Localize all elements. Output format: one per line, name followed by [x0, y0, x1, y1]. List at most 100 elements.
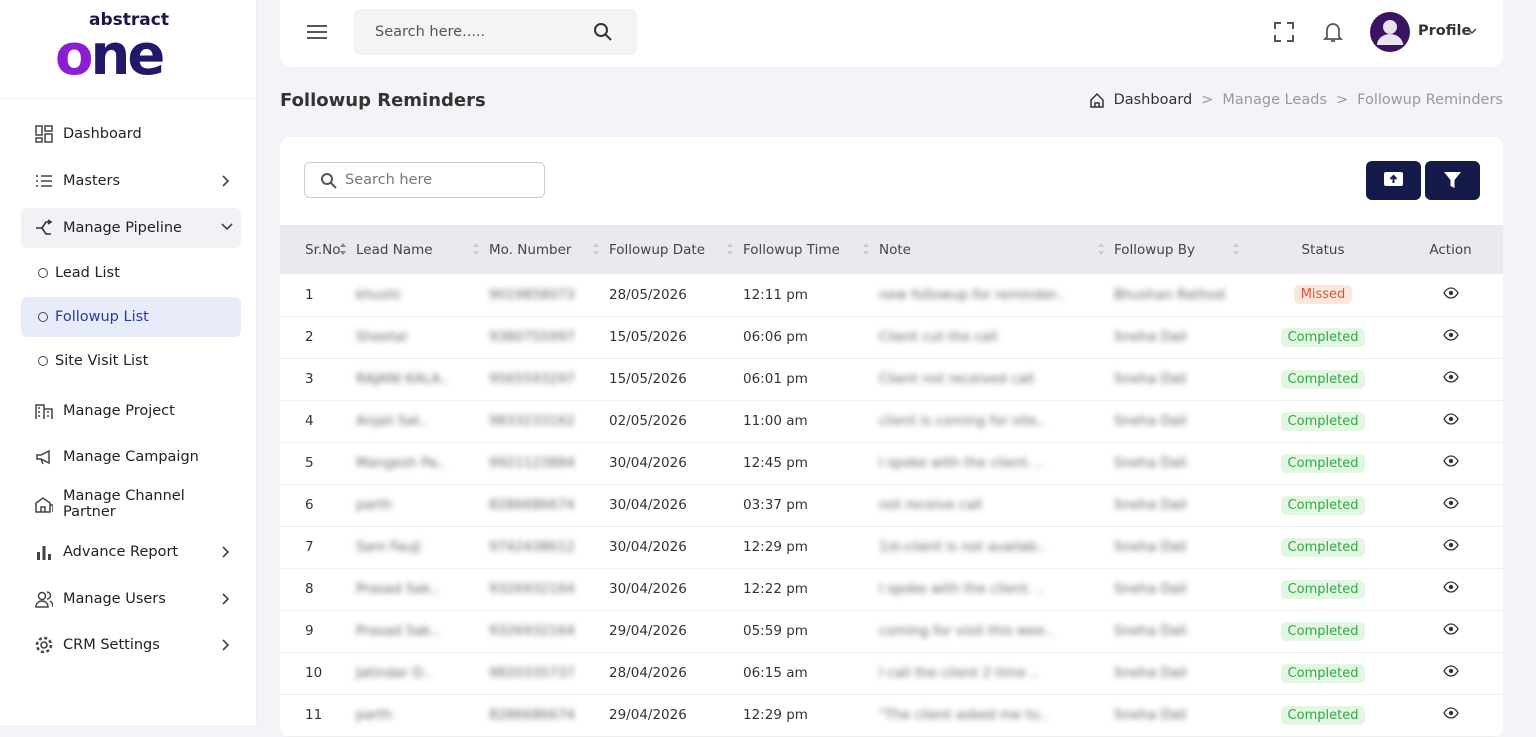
- search-icon: [594, 23, 612, 41]
- view-icon[interactable]: [1442, 665, 1459, 677]
- column-label: Followup Time: [743, 241, 840, 258]
- column-label: Mo. Number: [489, 241, 572, 258]
- nav-item[interactable]: Manage Campaign: [21, 437, 241, 477]
- cell-text: Sheetal: [356, 329, 408, 345]
- nav-icon: [35, 125, 53, 143]
- menu-icon[interactable]: [307, 24, 327, 40]
- cell-text: 9380755997: [489, 329, 575, 345]
- filter-button[interactable]: [1425, 161, 1480, 200]
- bell-icon[interactable]: [1323, 21, 1343, 43]
- nav-subitem[interactable]: Site Visit List: [21, 341, 241, 381]
- table-cell: parth: [355, 484, 488, 527]
- avatar[interactable]: [1370, 12, 1410, 52]
- nav-subitem[interactable]: Lead List: [21, 253, 241, 293]
- breadcrumb-link[interactable]: Dashboard: [1113, 92, 1193, 108]
- table-cell: Sheetal: [355, 316, 488, 359]
- nav-label: Lead List: [55, 265, 120, 281]
- view-icon[interactable]: [1442, 413, 1459, 425]
- nav-label: Manage Project: [63, 403, 175, 419]
- cell-text: Bhushan Rathod: [1114, 286, 1226, 303]
- table-cell: Completed: [1248, 316, 1398, 359]
- sort-icon: [727, 243, 733, 255]
- nav-item[interactable]: Manage Channel Partner: [21, 484, 241, 524]
- table-cell: 1: [280, 274, 355, 317]
- table-cell: 28/04/2026: [608, 652, 742, 695]
- nav-icon: [36, 449, 50, 465]
- nav-item[interactable]: Dashboard: [21, 114, 241, 154]
- sort-icon: [1233, 243, 1239, 255]
- nav-item[interactable]: Masters: [21, 161, 241, 201]
- view-icon[interactable]: [1442, 371, 1459, 383]
- nav-icon: [35, 636, 53, 654]
- nav-label: Site Visit List: [55, 353, 149, 369]
- cell-text: 11:00 am: [743, 413, 808, 429]
- chevron: [222, 546, 230, 558]
- cell-text: 9820335737: [489, 665, 575, 681]
- cell-text: coming for visit this wee..: [879, 623, 1054, 639]
- sort-icon: [1098, 243, 1104, 255]
- table-cell: Sneha Dali: [1113, 316, 1248, 359]
- nav-item[interactable]: CRM Settings: [21, 625, 241, 665]
- table-cell: 30/04/2026: [608, 442, 742, 485]
- table-cell: Client not received call: [878, 358, 1113, 401]
- table-cell: 12:29 pm: [742, 694, 878, 737]
- header-search[interactable]: Search here.....: [354, 9, 637, 55]
- sort-icon: [473, 243, 479, 255]
- column-label: Lead Name: [356, 241, 433, 258]
- table-cell: 4: [280, 400, 355, 443]
- table-cell: 9326932164: [488, 568, 608, 611]
- view-icon[interactable]: [1442, 497, 1459, 509]
- nav-item[interactable]: Manage Project: [21, 391, 241, 431]
- nav-item[interactable]: Manage Pipeline: [21, 208, 241, 248]
- nav-subitem[interactable]: Followup List: [21, 297, 241, 337]
- table-cell: Bhushan Rathod: [1113, 274, 1248, 317]
- cell-text: Sneha Dali: [1114, 371, 1187, 387]
- table-cell: 9833233162: [488, 400, 608, 443]
- status-badge: Completed: [1280, 495, 1366, 515]
- breadcrumb-link[interactable]: Manage Leads: [1222, 92, 1328, 108]
- table-cell: I spoke with the client. ..: [878, 568, 1113, 611]
- profile-label[interactable]: Profile: [1418, 23, 1472, 39]
- view-icon[interactable]: [1442, 455, 1459, 467]
- nav-item[interactable]: Manage Users: [21, 579, 241, 619]
- nav-icon: [35, 404, 53, 419]
- table-cell: RAJANI KALA..: [355, 358, 488, 401]
- view-icon[interactable]: [1442, 707, 1459, 719]
- export-button[interactable]: [1366, 161, 1421, 200]
- table-cell: Sneha Dali: [1113, 526, 1248, 569]
- table-cell: 15/05/2026: [608, 358, 742, 401]
- table-cell: Prasad Sak..: [355, 568, 488, 611]
- fullscreen-icon[interactable]: [1274, 22, 1294, 42]
- cell-text: 12:22 pm: [743, 581, 808, 597]
- table-cell: I call the client 2 time ..: [878, 652, 1113, 695]
- column-label: Followup By: [1114, 241, 1196, 258]
- table-cell: Missed: [1248, 274, 1398, 317]
- chevron: [222, 593, 230, 605]
- table-cell: 10: [280, 652, 355, 695]
- column-label: Followup Date: [609, 241, 706, 258]
- cell-text: 7: [305, 539, 314, 555]
- table-cell: 9565593297: [488, 358, 608, 401]
- table-cell: Sneha Dali: [1113, 652, 1248, 695]
- nav-label: Masters: [63, 173, 121, 189]
- view-icon[interactable]: [1442, 539, 1459, 551]
- table-cell: 30/04/2026: [608, 526, 742, 569]
- view-icon[interactable]: [1442, 581, 1459, 593]
- cell-text: 1: [305, 286, 314, 303]
- nav-item[interactable]: Advance Report: [21, 532, 241, 572]
- cell-text: Client cut the call: [879, 329, 998, 345]
- table-cell: 9921123884: [488, 442, 608, 485]
- cell-text: 5: [305, 455, 314, 471]
- view-icon[interactable]: [1442, 287, 1459, 299]
- table-search[interactable]: Search here: [304, 162, 545, 198]
- breadcrumb-current: Followup Reminders: [1357, 92, 1503, 108]
- table-cell: 29/04/2026: [608, 610, 742, 653]
- table-cell: client is coming for site..: [878, 400, 1113, 443]
- cell-text: 2: [305, 329, 314, 345]
- view-icon[interactable]: [1442, 623, 1459, 635]
- sort-icon: [593, 243, 599, 255]
- cell-text: 15/05/2026: [609, 329, 687, 345]
- column-header: Followup Date: [608, 225, 742, 274]
- table-cell: I spoke with the client. ..: [878, 442, 1113, 485]
- view-icon[interactable]: [1442, 329, 1459, 341]
